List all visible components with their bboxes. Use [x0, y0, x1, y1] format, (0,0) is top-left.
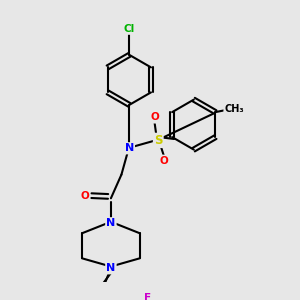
Text: S: S [154, 134, 163, 147]
Text: N: N [106, 263, 116, 273]
Text: CH₃: CH₃ [224, 104, 244, 115]
Text: N: N [125, 143, 134, 153]
Text: O: O [160, 156, 168, 166]
Text: F: F [144, 293, 151, 300]
Text: O: O [80, 191, 89, 201]
Text: Cl: Cl [124, 24, 135, 34]
Text: N: N [106, 218, 116, 228]
Text: O: O [150, 112, 159, 122]
